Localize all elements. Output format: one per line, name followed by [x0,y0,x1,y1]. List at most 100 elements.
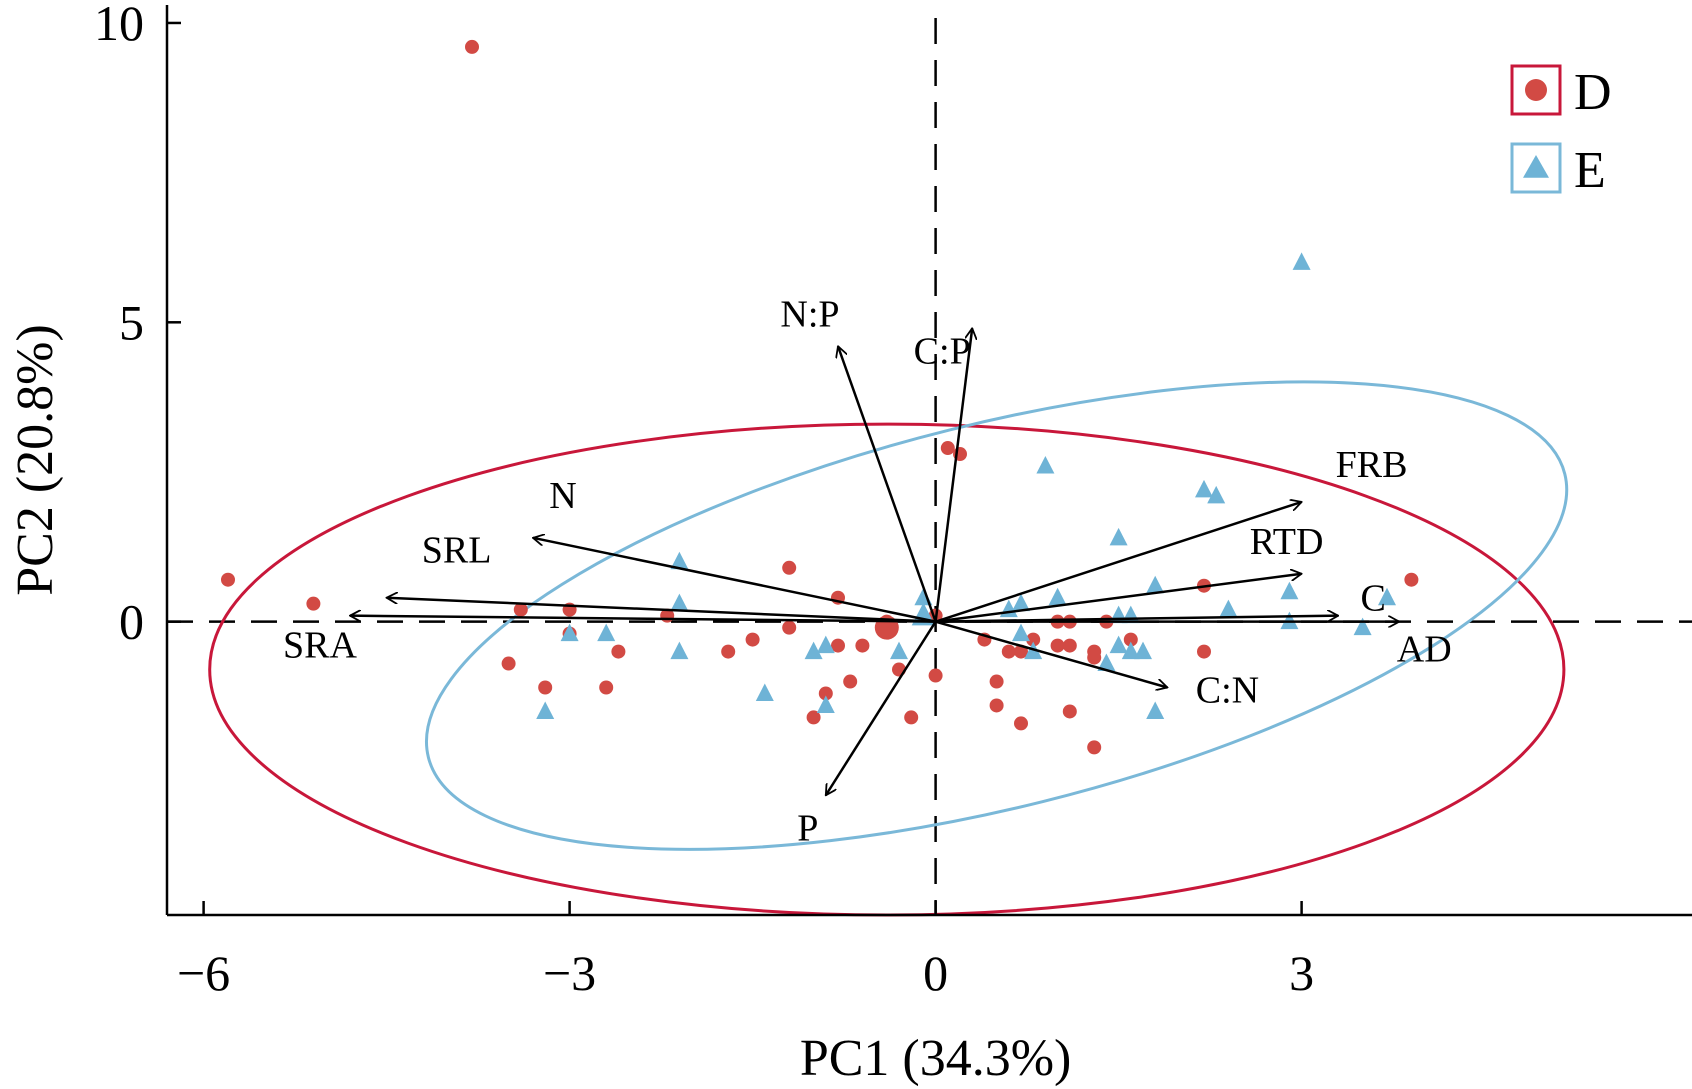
x-tick-label: 0 [923,945,948,1001]
point-e-17 [1036,455,1055,474]
loading-label-c-n: C:N [1196,670,1259,712]
point-e-10 [816,635,835,654]
point-e-3 [560,623,579,642]
loading-label-sra: SRA [283,625,357,667]
y-axis-title: PC2 (20.8%) [7,324,64,596]
loading-label-srl: SRL [422,530,492,572]
point-e-25 [1134,641,1152,660]
legend-label-e: E [1574,142,1606,199]
point-e-5 [597,623,616,642]
loading-arrow-frb [935,502,1302,623]
point-d-27 [940,441,955,456]
x-axis-title: PC1 (34.3%) [800,1030,1072,1087]
point-d-20 [855,638,870,653]
point-d-6 [538,680,553,695]
point-e-18 [1048,587,1067,606]
ellipse-d [208,422,1566,917]
point-d-45 [1123,632,1138,647]
loading-arrow-n [533,538,936,623]
y-tick-label: 10 [94,0,144,51]
ellipse-e [425,380,1569,851]
point-e-4 [536,701,555,719]
loading-arrow-c-n [935,620,1168,688]
point-e-29 [1207,485,1226,504]
point-e-9 [816,695,835,713]
loading-label-rtd: RTD [1250,521,1324,563]
axes: −6 −3 0 3 0 5 10 PC1 (34.3%) PC2 (20.8%) [7,0,1692,1087]
point-e-6 [670,641,689,660]
legend: DE [1510,64,1612,199]
point-e-20 [1109,527,1128,546]
loading-label-c-p: C:P [914,330,971,372]
y-tick-label: 5 [119,294,144,350]
x-tick-label: 3 [1289,945,1314,1001]
point-d-40 [1062,704,1077,719]
point-e-33 [1353,617,1372,636]
point-d-16 [831,638,845,653]
legend-marker-d [1525,79,1547,101]
loading-label-n-p: N:P [780,293,839,335]
loading-arrow-srl [387,598,936,623]
loading-arrow-p [824,620,937,796]
point-e-27 [1146,701,1165,719]
x-tick-label: −3 [543,945,596,1001]
point-e-14 [1012,593,1030,612]
point-d-36 [1050,638,1065,653]
point-e-0 [1292,252,1311,270]
point-e-2 [670,593,689,612]
point-d-47 [1197,644,1211,659]
point-d-32 [1001,644,1016,659]
point-d-13 [782,560,797,575]
point-d-8 [611,644,626,659]
point-d-18 [818,686,833,701]
loading-label-c: C [1361,578,1386,620]
point-e-19 [1097,653,1116,672]
loading-arrow-sra [350,616,936,623]
loading-label-p: P [797,807,818,849]
y-tick-label: 0 [119,594,144,650]
x-tick-label: −6 [177,945,230,1001]
point-d-31 [989,698,1004,713]
point-d-24 [904,710,919,725]
point-e-1 [670,551,689,570]
point-e-15 [1012,623,1030,642]
loading-label-n: N [549,475,576,517]
point-d-9 [599,680,614,695]
point-e-24 [1121,641,1140,660]
point-e-26 [1146,575,1165,594]
loading-arrow-c-p [934,328,973,622]
loading-arrow-rtd [935,574,1302,623]
loading-arrow-n-p [838,346,937,623]
point-d-35 [1026,632,1041,647]
point-d-34 [1014,716,1028,731]
point-d-30 [989,674,1004,689]
legend-label-d: D [1574,64,1612,121]
point-e-28 [1195,479,1213,498]
point-d-1 [221,572,235,587]
point-e-31 [1280,581,1299,600]
point-e-22 [1109,635,1128,654]
legend-marker-e [1523,155,1549,178]
point-e-30 [1219,599,1238,618]
loading-label-ad: AD [1397,629,1452,671]
point-d-39 [1062,638,1077,653]
point-d-42 [1087,650,1102,665]
point-d-48 [1404,572,1419,587]
point-d-12 [745,632,760,647]
point-d-43 [1087,740,1102,755]
loading-label-frb: FRB [1336,444,1408,486]
point-d-17 [843,674,858,689]
point-d-0 [465,39,479,54]
point-d-5 [501,656,516,671]
point-d-19 [806,710,821,725]
point-e-11 [890,641,908,660]
point-d-3 [513,602,528,617]
point-d-26 [928,668,943,683]
point-e-8 [804,641,823,660]
point-d-11 [721,644,736,659]
point-e-7 [755,683,774,701]
point-d-2 [306,596,321,611]
point-e-34 [1378,587,1396,606]
plot-area: N:P C:P N SRL SRA FRB RTD C AD C:N P [167,18,1692,917]
